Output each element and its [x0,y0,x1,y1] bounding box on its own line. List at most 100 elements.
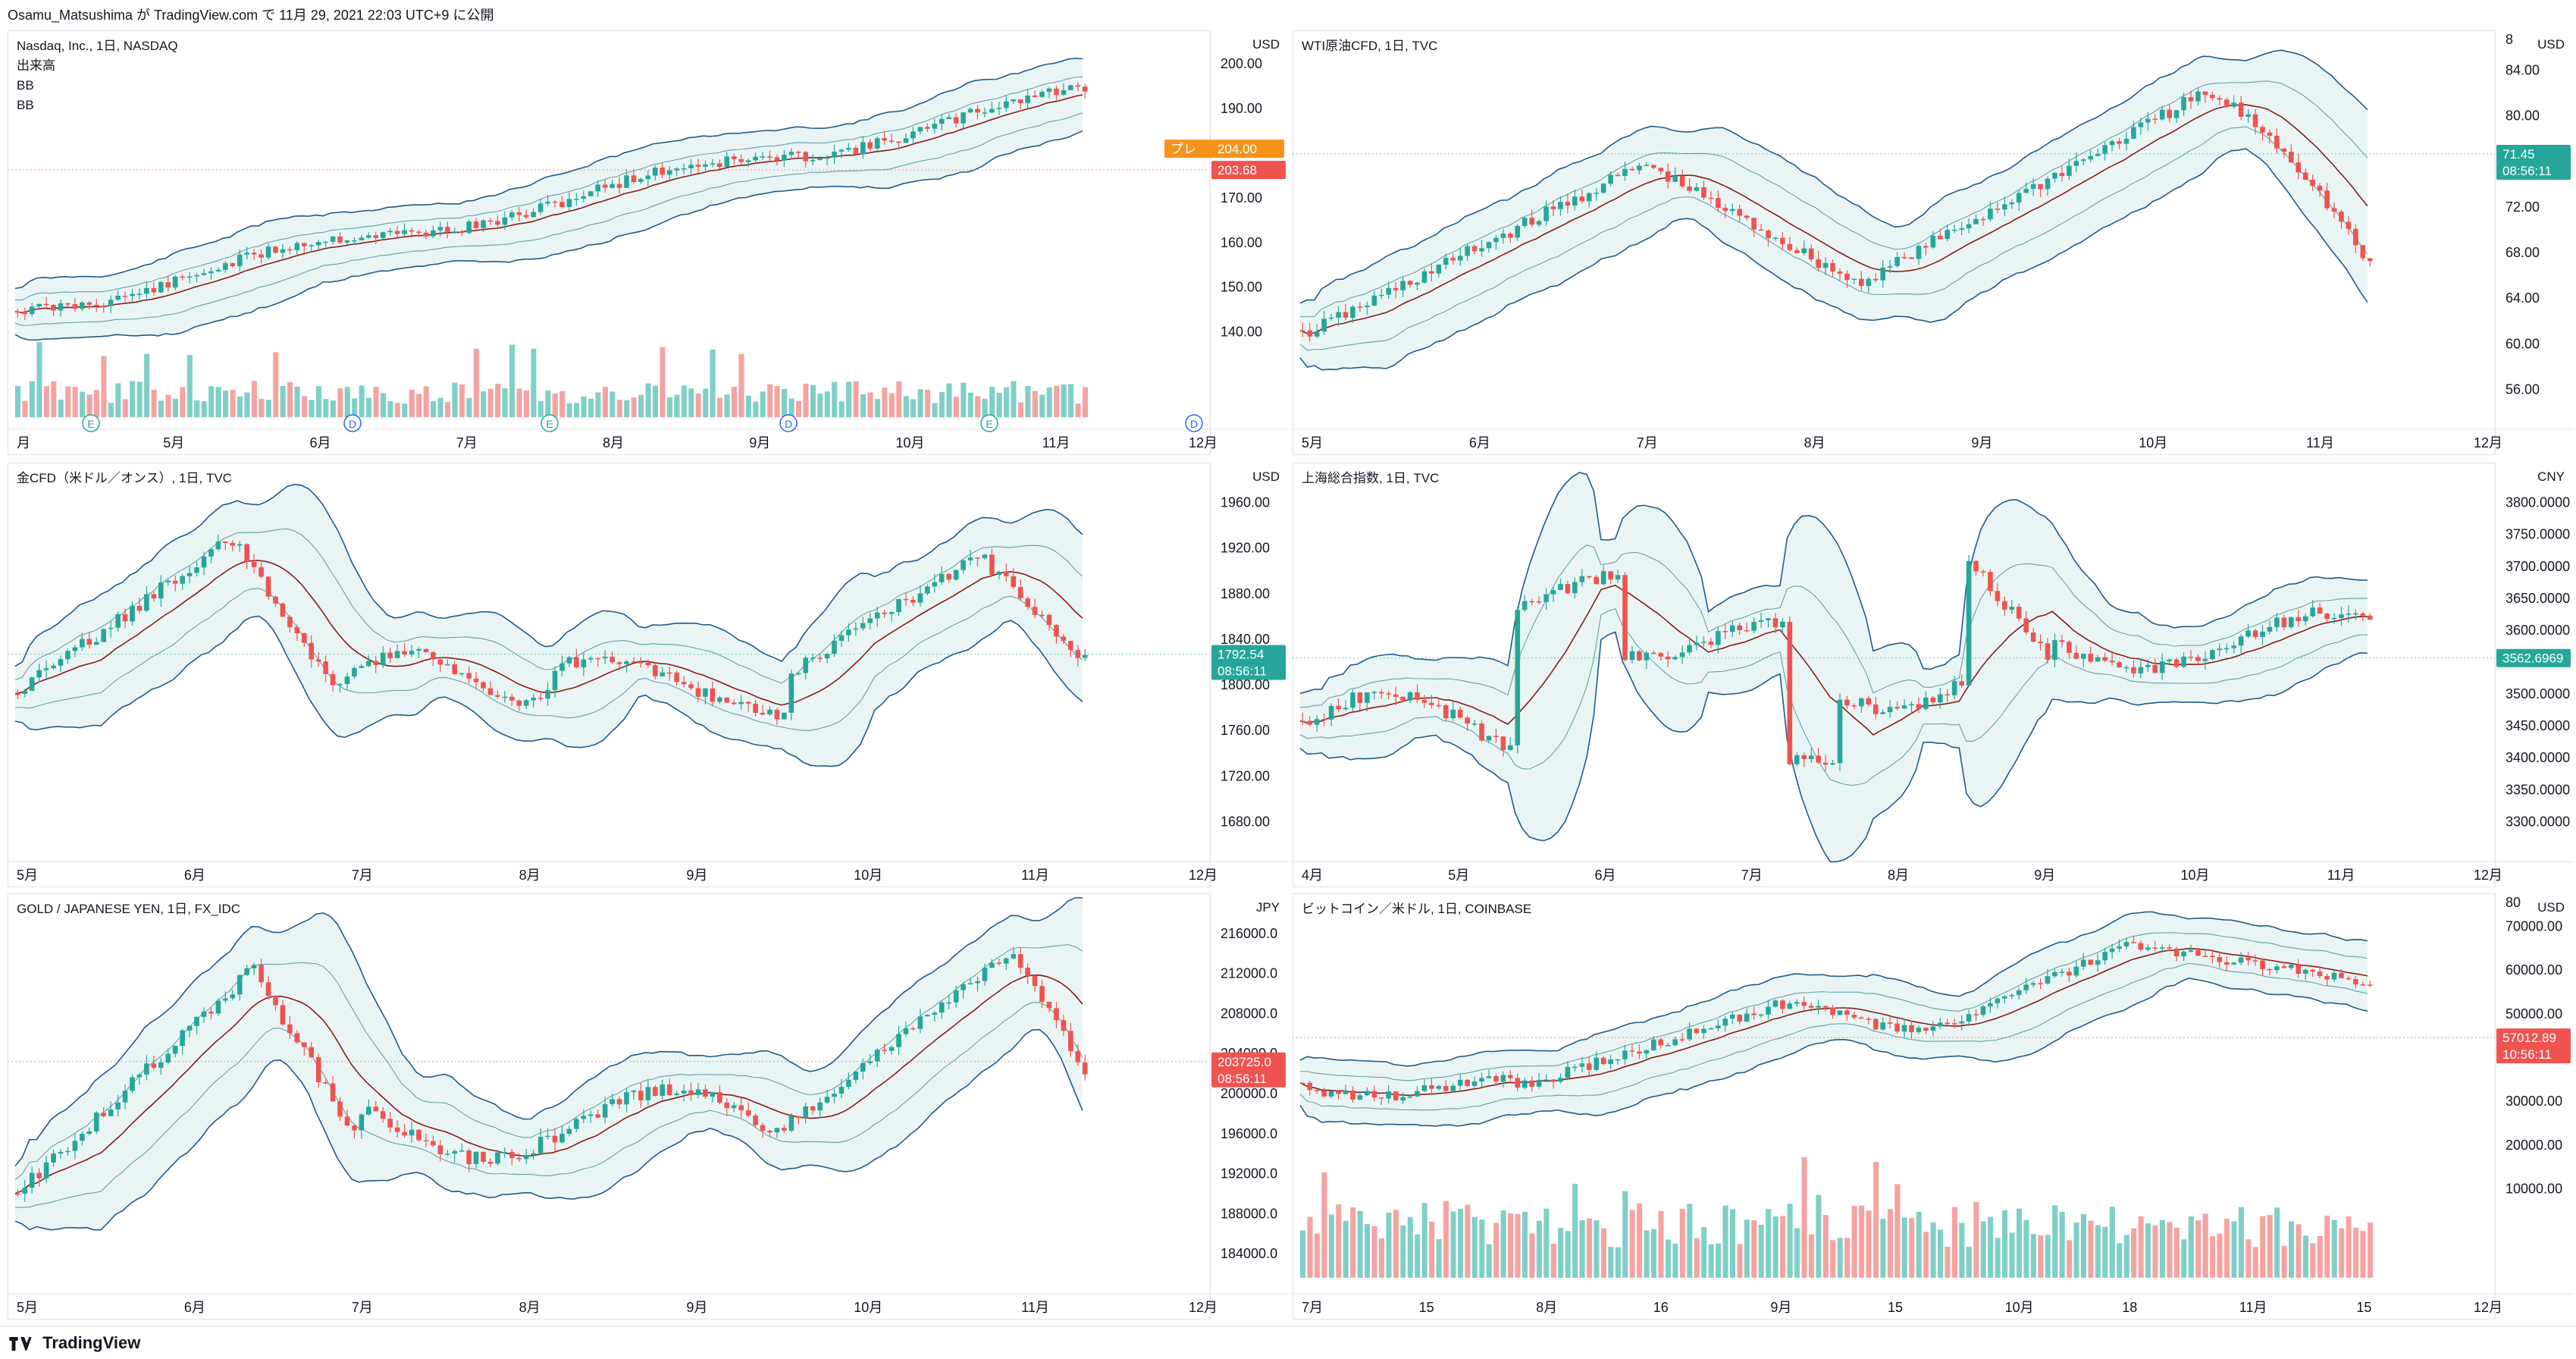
candle [860,142,866,155]
volume-bar [703,388,709,418]
volume-bar [309,400,315,418]
candle [1004,572,1009,576]
y-tick-label: 212000.0 [1221,966,1277,981]
candle [1350,306,1355,318]
candle [1651,652,1656,654]
candle [537,1137,544,1153]
volume-bar [1075,403,1081,418]
candle [1615,575,1621,580]
chart-panel-btc[interactable]: 10000.0020000.0030000.0040000.0050000.00… [1293,893,2574,1320]
candle [624,1092,629,1105]
candle [215,541,221,550]
chart-gold[interactable]: 1680.00 1720.00 1760.00 1800.00 1840.00 1880.… [8,463,1289,887]
earnings-event-icon[interactable] [82,414,100,432]
volume-bar [795,400,802,418]
volume-bar [1017,402,1023,418]
candle [1880,1022,1886,1030]
chart-panel-wti[interactable]: 56.0060.0064.0068.0072.0076.0080.0084.00… [1293,30,2574,455]
indicator-label[interactable]: 出来高 [17,58,55,73]
candle [1794,1002,1800,1004]
candle [101,306,107,308]
candle [352,667,357,677]
candle [1436,265,1442,274]
candle [2223,962,2230,965]
x-tick-label: 5月 [1448,868,1469,883]
volume-bar [710,350,716,418]
chart-btc[interactable]: 10000.0020000.0030000.0040000.0050000.00… [1293,893,2574,1320]
volume-bar [1465,1204,1471,1278]
candle [1054,625,1059,637]
last-price-tag [1211,645,1286,680]
chart-wti[interactable]: 56.0060.0064.0068.0072.0076.0080.0084.00… [1293,30,2574,455]
volume-bar [674,394,680,418]
bollinger-middle [1299,585,2368,736]
volume-bar [1039,394,1045,418]
chart-shanghai[interactable]: 3300.0000 3350.0000 3400.0000 3450.0000 3500… [1293,463,2574,887]
chart-nasdaq[interactable]: 140.00150.00160.00170.00180.00190.00200.… [8,30,1289,455]
candle [803,152,809,162]
candle [2331,208,2337,212]
candle [2138,122,2144,127]
candle [1415,1091,1420,1097]
candle [2052,172,2057,179]
candle [1909,257,1914,259]
candle [1872,704,1879,714]
volume-bar [2038,1235,2044,1278]
candle [2331,617,2337,620]
candle [416,1129,421,1141]
candle [967,108,973,113]
candle [1493,736,1499,737]
candle [774,157,780,161]
candle [315,242,321,246]
candle [932,582,938,587]
candle [645,1087,651,1100]
candle [387,652,393,658]
candle [165,281,171,288]
candle [2067,971,2072,976]
candle [610,184,615,188]
premarket-label: プレ [1170,142,1196,156]
chart-panel-shanghai[interactable]: 3300.0000 3350.0000 3400.0000 3450.0000 3500… [1293,463,2574,887]
candle [1658,168,1664,171]
candle [1565,202,1571,206]
dividend-event-icon[interactable] [779,414,798,432]
candle [616,662,622,664]
volume-bar [1082,387,1089,418]
candle [130,1077,135,1091]
candle [1550,590,1556,595]
x-tick-label: 18 [2122,1300,2137,1315]
candle [1937,1022,1943,1027]
volume-bar [2231,1221,2237,1278]
y-tick-label: 160.00 [1221,235,1262,250]
volume-bar [1421,1203,1427,1278]
candle [431,652,436,660]
candle [2267,626,2273,632]
y-tick-label: 56.00 [2505,381,2540,397]
volume-bar [537,400,544,418]
chart-panel-nasdaq[interactable]: 140.00150.00160.00170.00180.00190.00200.… [8,30,1289,455]
chart-goldjpy[interactable]: 184000.0 188000.0 192000.0 196000.0 200000.0… [8,893,1289,1320]
candle [2067,642,2072,653]
candle [1465,717,1470,724]
candle [574,199,579,200]
volume-bar [1901,1217,1907,1278]
candle [1536,1079,1542,1087]
earnings-event-icon[interactable] [541,414,559,432]
candle [1450,257,1456,261]
indicator-label[interactable]: BB [17,98,34,112]
candle [1866,278,1872,287]
volume-bar [610,391,616,418]
chart-panel-goldjpy[interactable]: 184000.0 188000.0 192000.0 196000.0 200000.0… [8,893,1289,1320]
dividend-event-icon[interactable] [343,414,362,432]
volume-bar [1586,1218,1593,1278]
candle [1558,584,1563,591]
y-tick-label: 3700.0000 [2505,559,2570,574]
dividend-event-icon[interactable] [1185,414,1203,432]
candle [265,246,271,258]
volume-bar [2045,1235,2051,1278]
x-tick-label: 8月 [1888,868,1909,883]
chart-panel-gold[interactable]: 1680.00 1720.00 1760.00 1800.00 1840.00 1880.… [8,463,1289,887]
x-tick-label: 8月 [603,435,624,450]
indicator-label[interactable]: BB [17,78,34,93]
earnings-event-icon[interactable] [980,414,998,432]
